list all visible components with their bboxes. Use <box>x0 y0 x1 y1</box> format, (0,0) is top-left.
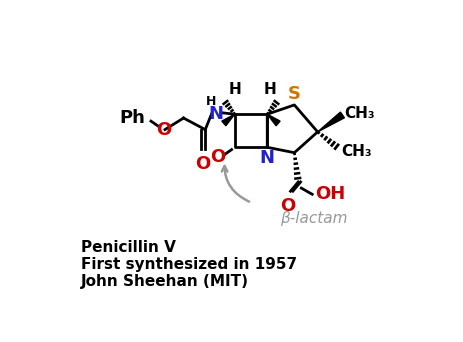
Text: N: N <box>259 149 274 167</box>
Text: S: S <box>287 84 300 103</box>
Polygon shape <box>317 112 344 132</box>
Text: O: O <box>280 197 295 214</box>
Polygon shape <box>221 114 234 126</box>
Text: H: H <box>206 95 216 108</box>
Text: N: N <box>208 105 223 123</box>
Text: O: O <box>210 147 225 166</box>
Polygon shape <box>267 114 280 126</box>
Text: H: H <box>228 82 241 97</box>
Text: CH₃: CH₃ <box>344 106 375 121</box>
Text: H: H <box>263 82 276 97</box>
Text: O: O <box>195 155 210 173</box>
Text: CH₃: CH₃ <box>341 144 371 159</box>
Text: Ph: Ph <box>119 109 144 127</box>
Text: OH: OH <box>315 185 345 203</box>
Text: O: O <box>156 121 171 139</box>
Text: Penicillin V: Penicillin V <box>81 240 176 255</box>
Text: β-lactam: β-lactam <box>279 211 347 226</box>
Text: John Sheehan (MIT): John Sheehan (MIT) <box>81 274 249 289</box>
Text: First synthesized in 1957: First synthesized in 1957 <box>81 256 297 272</box>
